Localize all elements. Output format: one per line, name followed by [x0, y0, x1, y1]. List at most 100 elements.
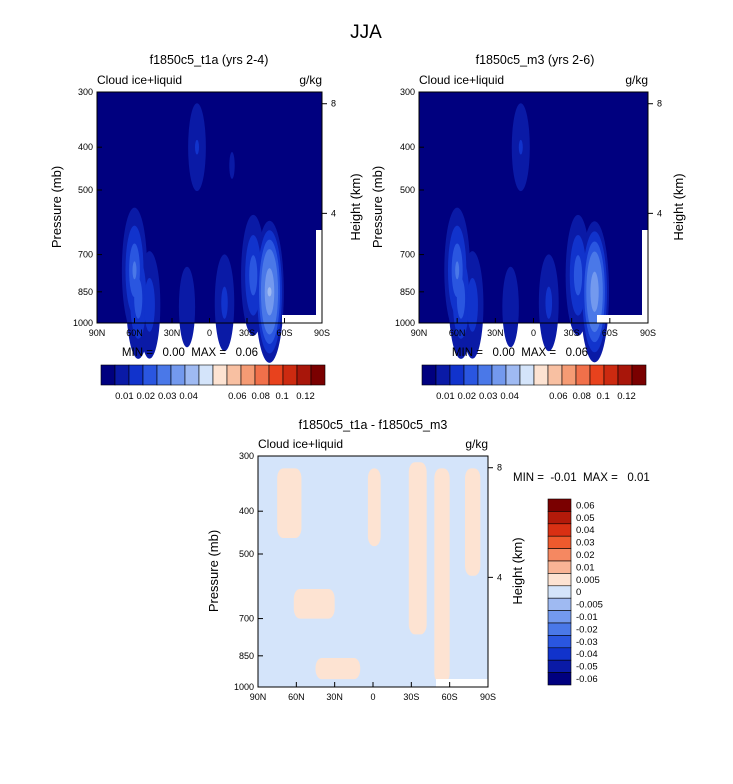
colorbar-label: 0.02: [576, 550, 595, 561]
colorbar-swatch: [491, 364, 507, 386]
colorbar-swatch: [547, 622, 572, 636]
y-tick-label: 300: [239, 451, 254, 461]
colorbar-swatch: [617, 364, 633, 386]
y2-tick-label: 8: [497, 463, 502, 473]
colorbar-swatch: [547, 635, 572, 649]
positive-diff-region: [367, 468, 381, 547]
colorbar-swatch: [547, 364, 563, 386]
colorbar-swatch: [547, 560, 572, 574]
panel-3-title: f1850c5_t1a - f1850c5_m3: [299, 418, 448, 432]
positive-diff-region: [434, 468, 450, 684]
panel-2-stats: MIN = 0.00 MAX = 0.06: [452, 347, 588, 359]
colorbar-swatch: [561, 364, 577, 386]
colorbar-swatch: [198, 364, 214, 386]
colorbar-swatch: [463, 364, 479, 386]
panel-2-units-label: g/kg: [625, 73, 648, 87]
colorbar-swatch: [100, 364, 116, 386]
colorbar-swatch: [142, 364, 158, 386]
contour-band: [466, 278, 478, 332]
colorbar-swatch: [547, 647, 572, 661]
colorbar-swatch: [547, 585, 572, 599]
x-tick-label: 30S: [564, 328, 580, 338]
y-tick-label: 850: [400, 287, 415, 297]
y-tick-label: 1000: [234, 682, 254, 692]
contour-band: [249, 255, 258, 296]
colorbar-label: 0.06: [549, 391, 568, 402]
colorbar-label: 0.04: [500, 391, 519, 402]
colorbar-swatch: [226, 364, 242, 386]
colorbar-label: 0.08: [572, 391, 591, 402]
y2-tick-label: 8: [657, 99, 662, 109]
y2-tick-label: 4: [497, 572, 502, 582]
contour-band: [573, 255, 583, 296]
panel-3-field-label: Cloud ice+liquid: [258, 437, 343, 451]
y-tick-label: 500: [78, 185, 93, 195]
colorbar-swatch: [156, 364, 172, 386]
panel-2-missing-strip: [642, 230, 648, 323]
panel-2-title: f1850c5_m3 (yrs 2-6): [476, 53, 595, 67]
contour-band: [178, 266, 196, 348]
colorbar-swatch: [533, 364, 549, 386]
panel-2-y2-axis-label: Height (km): [671, 173, 686, 240]
colorbar-label: -0.05: [576, 662, 598, 673]
colorbar-swatch: [212, 364, 228, 386]
panel-1: f1850c5_t1a (yrs 2-4) Cloud ice+liquid g…: [49, 53, 363, 402]
panel-2-missing-corner: [597, 315, 648, 323]
x-tick-label: 30N: [487, 328, 504, 338]
panel-1-stats: MIN = 0.00 MAX = 0.06: [122, 347, 258, 359]
y-tick-label: 400: [400, 142, 415, 152]
colorbar-label: 0.04: [179, 391, 198, 402]
x-tick-label: 90S: [640, 328, 656, 338]
y-tick-label: 850: [78, 287, 93, 297]
panel-1-y2-axis-label: Height (km): [348, 173, 363, 240]
colorbar-label: 0.03: [158, 391, 177, 402]
contour-band: [267, 287, 272, 297]
y-tick-label: 500: [400, 185, 415, 195]
colorbar-swatch: [170, 364, 186, 386]
colorbar-label: -0.005: [576, 600, 603, 611]
x-tick-label: 0: [207, 328, 212, 338]
contour-band: [502, 266, 519, 348]
panel-3-y-axis-label: Pressure (mb): [206, 530, 221, 612]
colorbar-label: 0.1: [597, 391, 610, 402]
panel-3-colorbar: 0.060.050.040.030.020.010.0050-0.005-0.0…: [547, 498, 603, 686]
colorbar-swatch: [296, 364, 312, 386]
panel-3-missing-corner: [436, 679, 488, 687]
colorbar-label: 0.01: [436, 391, 455, 402]
colorbar-swatch: [114, 364, 130, 386]
x-tick-label: 60N: [126, 328, 143, 338]
panel-3-stats: MIN = -0.01 MAX = 0.01: [513, 472, 650, 484]
colorbar-label: 0.01: [576, 562, 595, 573]
colorbar-swatch: [128, 364, 144, 386]
colorbar-swatch: [268, 364, 284, 386]
y-tick-label: 400: [239, 506, 254, 516]
colorbar-swatch: [547, 597, 572, 611]
contour-band: [545, 286, 553, 319]
colorbar-label: 0.03: [576, 538, 595, 549]
colorbar-swatch: [184, 364, 200, 386]
panel-3: f1850c5_t1a - f1850c5_m3 Cloud ice+liqui…: [206, 418, 650, 702]
colorbar-label: -0.04: [576, 649, 598, 660]
colorbar-swatch: [477, 364, 493, 386]
panel-3-axes: 90N 60N 30N 0 30S 60S 90S 300 400 500 700 850 1000 8 4: [234, 451, 502, 702]
panel-1-missing-corner: [282, 315, 322, 323]
panel-2-axes: 90N 60N 30N 0 30S 60S 90S 300 400 500 700 850 1000 8 4: [395, 87, 662, 338]
x-tick-label: 90S: [480, 692, 496, 702]
contour-band: [455, 261, 460, 280]
y-tick-label: 1000: [73, 318, 93, 328]
colorbar-swatch: [254, 364, 270, 386]
colorbar-swatch: [449, 364, 465, 386]
colorbar-swatch: [547, 511, 572, 525]
colorbar-label: 0.005: [576, 575, 600, 586]
panel-1-colorbar: 0.01 0.02 0.03 0.04 0.06 0.08 0.1 0.12: [100, 364, 326, 402]
colorbar-label: 0.1: [276, 391, 289, 402]
contour-band: [144, 278, 155, 332]
panel-1-y-axis-label: Pressure (mb): [49, 166, 64, 248]
colorbar-label: 0.04: [576, 525, 595, 536]
x-tick-label: 30S: [239, 328, 255, 338]
contour-band: [456, 278, 466, 319]
panel-1-missing-strip: [316, 230, 322, 323]
colorbar-label: 0: [576, 587, 581, 598]
colorbar-label: 0.08: [251, 391, 270, 402]
y-tick-label: 700: [78, 250, 93, 260]
